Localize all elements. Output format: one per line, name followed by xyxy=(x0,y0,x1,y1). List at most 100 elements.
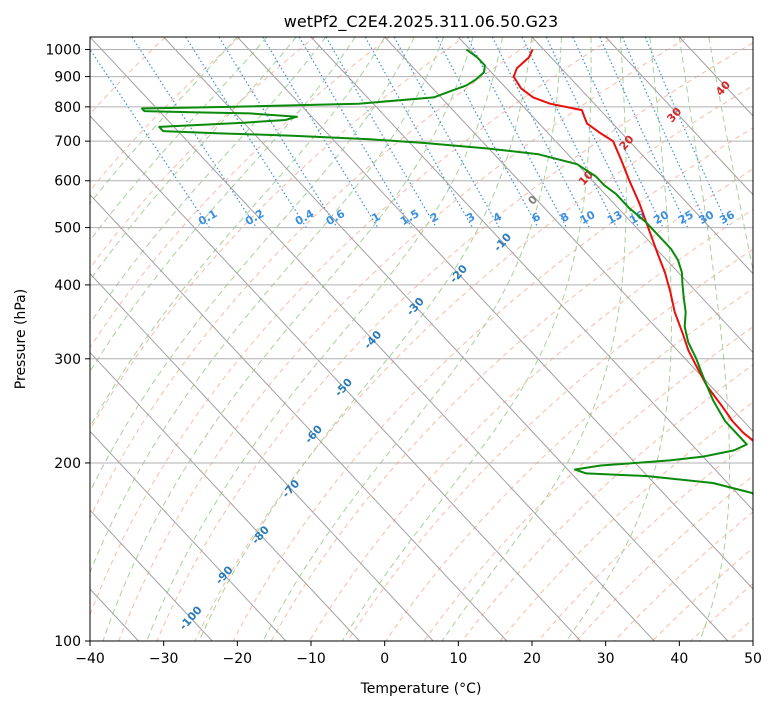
dry-adiabat-line xyxy=(308,208,753,641)
dry-adiabat-line xyxy=(767,25,775,641)
isotherm-right-label: 20 xyxy=(617,133,637,153)
moist-adiabat-line xyxy=(678,37,731,641)
dry-adiabat-line xyxy=(461,364,753,641)
isotherm-right-label: 0 xyxy=(525,193,540,208)
isotherm-line xyxy=(457,37,753,354)
mixing-ratio-label: 25 xyxy=(676,208,696,227)
dry-adiabat-line xyxy=(423,326,753,641)
y-tick-label: 500 xyxy=(54,221,81,237)
moist-adiabat-line xyxy=(90,37,415,493)
mixing-ratio-label: 1 xyxy=(370,210,383,225)
background-lines xyxy=(0,25,775,641)
x-tick-label: −40 xyxy=(75,651,105,667)
isotherm-line xyxy=(163,37,729,641)
dry-adiabat-line xyxy=(728,618,753,641)
isotherm-line xyxy=(90,351,360,641)
moist-adiabat-line xyxy=(441,37,627,641)
moist-adiabat-line xyxy=(90,37,238,205)
mixing-ratio-label: 6 xyxy=(530,210,543,225)
dry-adiabat-line xyxy=(537,438,753,641)
y-tick-label: 200 xyxy=(54,456,81,472)
moist-adiabat-line xyxy=(90,37,268,242)
y-tick-label: 700 xyxy=(54,134,81,150)
mixing-ratio-label: 8 xyxy=(558,210,571,225)
chart-title: wetPf2_C2E4.2025.311.06.50.G23 xyxy=(284,12,558,32)
isotherm-line xyxy=(90,37,655,641)
x-axis-title: Temperature (°C) xyxy=(360,681,482,697)
pressure-gridlines xyxy=(90,49,753,641)
isotherm-line xyxy=(90,115,581,641)
y-tick-label: 1000 xyxy=(45,43,81,59)
axes: −40 −30 −20 −10 0 10 20 30 40 5010020030040050060… xyxy=(45,43,762,667)
moist-adiabat-line xyxy=(90,37,297,282)
isotherm-line xyxy=(605,37,753,196)
y-tick-label: 900 xyxy=(54,70,81,86)
mixing-ratio-line xyxy=(491,37,590,228)
dry-adiabat-line xyxy=(90,37,391,349)
y-axis-title: Pressure (hPa) xyxy=(13,289,29,389)
x-tick-label: 40 xyxy=(670,651,688,667)
y-tick-label: 600 xyxy=(54,174,81,190)
isotherm-line xyxy=(0,37,65,641)
mixing-ratio-line xyxy=(218,37,338,228)
mixing-ratio-line xyxy=(435,37,539,228)
temperature-line xyxy=(512,49,753,442)
mixing-ratio-label: 0.1 xyxy=(196,207,219,228)
isotherm-line xyxy=(678,37,753,117)
mixing-ratio-label: 20 xyxy=(651,208,671,227)
moist-adiabat-line xyxy=(341,37,592,641)
mixing-ratio-line xyxy=(621,37,709,228)
moist-adiabat-line xyxy=(90,37,445,574)
y-tick-label: 400 xyxy=(54,278,81,294)
x-tick-label: −10 xyxy=(296,651,326,667)
moist-adiabat-line xyxy=(262,37,562,641)
dry-adiabat-line xyxy=(90,37,241,192)
moist-adiabat-line xyxy=(198,37,533,641)
mixing-ratio-line xyxy=(393,37,500,228)
mixing-ratio-line xyxy=(131,37,257,228)
mixing-ratio-line xyxy=(599,37,689,228)
x-tick-label: 20 xyxy=(523,651,541,667)
dry-adiabat-line xyxy=(232,127,753,641)
isotherm-line xyxy=(90,509,213,641)
mixing-ratio-line xyxy=(185,37,307,228)
moist-adiabat-line xyxy=(90,37,327,325)
mixing-ratio-label: 36 xyxy=(717,208,737,227)
isotherm-line xyxy=(752,37,753,38)
x-tick-label: −20 xyxy=(223,651,253,667)
isotherm-line xyxy=(90,193,508,641)
x-tick-label: 50 xyxy=(744,651,762,667)
x-tick-label: 30 xyxy=(597,651,615,667)
y-tick-label: 800 xyxy=(54,100,81,116)
isotherm-line xyxy=(90,430,287,641)
dry-adiabat-line xyxy=(690,582,753,641)
y-tick-label: 300 xyxy=(54,352,81,368)
dewpoint-line xyxy=(141,48,753,495)
mixing-ratio-label: 30 xyxy=(697,208,717,227)
mixing-ratio-label: 0.6 xyxy=(324,207,348,228)
dry-adiabat-line xyxy=(156,42,753,641)
moist-adiabat-line xyxy=(146,37,503,641)
moist-adiabat-line xyxy=(708,37,753,273)
dry-adiabat-line xyxy=(194,85,753,641)
dry-adiabat-line xyxy=(90,37,615,617)
mixing-ratio-label: 10 xyxy=(578,208,598,227)
isotherm-line xyxy=(310,37,753,511)
mixing-ratio-label: 0.4 xyxy=(293,207,317,228)
mixing-ratio-line xyxy=(521,37,618,228)
mixing-ratio-line xyxy=(364,37,474,228)
mixing-ratio-label: 2 xyxy=(428,210,441,225)
mixing-ratio-label: 0.2 xyxy=(243,207,266,228)
inline-line-labels: 0.1 0.2 0.4 0.6 1 1.5 2 3 4 6 8 10 13 16 20 25 30 36-100-… xyxy=(177,78,738,633)
mixing-ratio-label: 13 xyxy=(605,208,625,227)
moist-adiabat-line xyxy=(90,37,386,428)
moist-adiabat-line xyxy=(565,37,672,641)
dry-adiabat-line xyxy=(118,37,690,641)
mixing-ratio-line xyxy=(90,48,211,228)
isotherm-line xyxy=(236,37,753,590)
sounding-profiles xyxy=(141,48,753,495)
x-tick-label: −30 xyxy=(149,651,179,667)
x-tick-label: 0 xyxy=(380,651,389,667)
mixing-ratio-label: 4 xyxy=(491,210,504,225)
